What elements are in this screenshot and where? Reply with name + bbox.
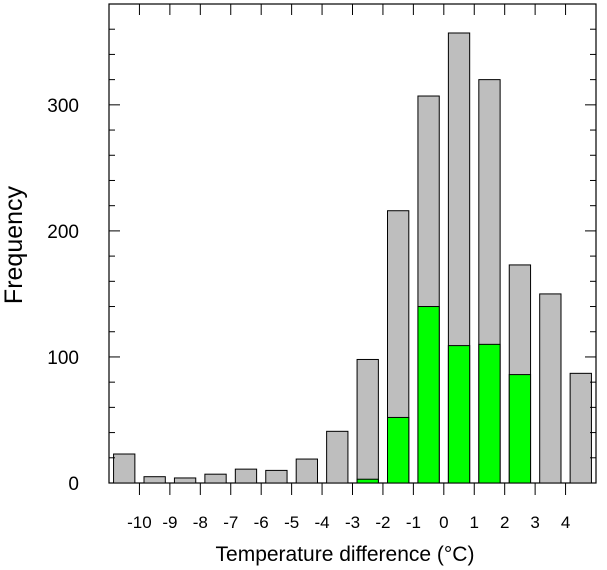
x-tick-label: -3 <box>345 513 360 532</box>
bar-series-1--5.5 <box>265 469 288 484</box>
bar-series-1--2.5 <box>356 358 379 484</box>
x-tick-label: -2 <box>375 513 390 532</box>
y-tick-label: 0 <box>68 474 79 495</box>
x-tick-label: 4 <box>561 513 570 532</box>
x-tick-label: 2 <box>500 513 509 532</box>
bars <box>113 32 592 484</box>
x-tick-label: 0 <box>439 513 448 532</box>
x-tick-label: -8 <box>193 513 208 532</box>
y-tick-label: 300 <box>47 96 79 117</box>
bar-series-1--10.5 <box>113 453 136 484</box>
x-axis-ticks: -10 -9 -8 -7 -6 -5 -4 -3 -2 -1 0 1 2 3 4 <box>127 4 570 532</box>
bar-series-2--2.5 <box>356 478 379 484</box>
bar-series-2--1.5 <box>387 416 410 484</box>
x-tick-label: -5 <box>284 513 299 532</box>
y-tick-label: 200 <box>47 222 79 243</box>
x-tick-label: -6 <box>254 513 269 532</box>
bar-series-2-1.5 <box>478 343 501 484</box>
bar-series-1-3.5 <box>539 293 562 484</box>
y-axis-ticks: 0 100 200 300 <box>47 3 596 495</box>
bar-series-1--9.5 <box>143 476 166 484</box>
bar-series-1--6.5 <box>234 468 258 484</box>
y-tick-label: 100 <box>47 348 79 369</box>
x-tick-label: -1 <box>406 513 421 532</box>
bar-series-1-4.5 <box>569 372 592 484</box>
x-tick-label: -7 <box>223 513 238 532</box>
x-tick-label: 1 <box>470 513 479 532</box>
x-tick-label: -10 <box>127 513 152 532</box>
bar-series-1--7.5 <box>204 473 227 484</box>
x-tick-label: 3 <box>530 513 539 532</box>
bar-series-1--3.5 <box>326 430 349 484</box>
bar-series-1--4.5 <box>295 458 318 484</box>
x-tick-label: -9 <box>162 513 177 532</box>
bar-series-2-0.5 <box>447 345 471 484</box>
bar-series-2--0.5 <box>417 306 440 484</box>
bar-series-1--8.5 <box>173 477 197 484</box>
x-axis-label: Temperature difference (°C) <box>216 543 475 566</box>
x-tick-label: -4 <box>315 513 330 532</box>
y-axis-label: Frequency <box>0 185 28 304</box>
bar-series-2-2.5 <box>508 374 532 484</box>
